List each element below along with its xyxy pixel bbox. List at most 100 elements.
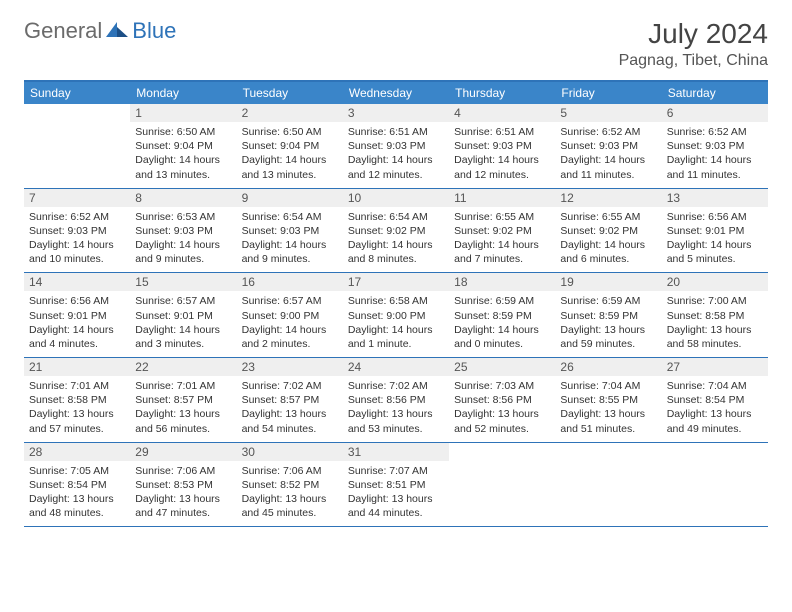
- sunset-text: Sunset: 9:02 PM: [348, 224, 444, 238]
- sunset-text: Sunset: 8:56 PM: [348, 393, 444, 407]
- logo-mark-icon: [104, 19, 130, 44]
- day-number: 17: [343, 273, 449, 291]
- day-content: Sunrise: 7:07 AMSunset: 8:51 PMDaylight:…: [343, 461, 449, 527]
- daylight-text: Daylight: 14 hours and 10 minutes.: [29, 238, 125, 266]
- day-number: 5: [555, 104, 661, 122]
- sunrise-text: Sunrise: 7:04 AM: [560, 379, 656, 393]
- day-content: Sunrise: 6:59 AMSunset: 8:59 PMDaylight:…: [555, 291, 661, 357]
- day-cell: 13Sunrise: 6:56 AMSunset: 9:01 PMDayligh…: [662, 189, 768, 273]
- day-content: Sunrise: 6:51 AMSunset: 9:03 PMDaylight:…: [343, 122, 449, 188]
- daylight-text: Daylight: 13 hours and 51 minutes.: [560, 407, 656, 435]
- day-number: 4: [449, 104, 555, 122]
- day-number: 21: [24, 358, 130, 376]
- sunset-text: Sunset: 9:03 PM: [667, 139, 763, 153]
- sunrise-text: Sunrise: 6:56 AM: [29, 294, 125, 308]
- sunrise-text: Sunrise: 6:54 AM: [242, 210, 338, 224]
- sunset-text: Sunset: 9:04 PM: [135, 139, 231, 153]
- sunset-text: Sunset: 9:00 PM: [348, 309, 444, 323]
- sunset-text: Sunset: 9:00 PM: [242, 309, 338, 323]
- day-cell: 17Sunrise: 6:58 AMSunset: 9:00 PMDayligh…: [343, 273, 449, 357]
- sunrise-text: Sunrise: 6:50 AM: [242, 125, 338, 139]
- sunrise-text: Sunrise: 7:07 AM: [348, 464, 444, 478]
- day-cell: [24, 104, 130, 188]
- sunrise-text: Sunrise: 6:52 AM: [560, 125, 656, 139]
- daylight-text: Daylight: 13 hours and 54 minutes.: [242, 407, 338, 435]
- day-content: Sunrise: 6:57 AMSunset: 9:00 PMDaylight:…: [237, 291, 343, 357]
- logo-text-general: General: [24, 18, 102, 44]
- week-row: 1Sunrise: 6:50 AMSunset: 9:04 PMDaylight…: [24, 104, 768, 189]
- day-cell: 3Sunrise: 6:51 AMSunset: 9:03 PMDaylight…: [343, 104, 449, 188]
- day-cell: 26Sunrise: 7:04 AMSunset: 8:55 PMDayligh…: [555, 358, 661, 442]
- day-number: 27: [662, 358, 768, 376]
- day-cell: 31Sunrise: 7:07 AMSunset: 8:51 PMDayligh…: [343, 443, 449, 527]
- day-cell: 30Sunrise: 7:06 AMSunset: 8:52 PMDayligh…: [237, 443, 343, 527]
- day-number: 28: [24, 443, 130, 461]
- daylight-text: Daylight: 13 hours and 49 minutes.: [667, 407, 763, 435]
- daylight-text: Daylight: 14 hours and 12 minutes.: [348, 153, 444, 181]
- sunset-text: Sunset: 9:02 PM: [454, 224, 550, 238]
- calendar: SundayMondayTuesdayWednesdayThursdayFrid…: [24, 80, 768, 527]
- day-number: 9: [237, 189, 343, 207]
- sunrise-text: Sunrise: 7:05 AM: [29, 464, 125, 478]
- daylight-text: Daylight: 14 hours and 6 minutes.: [560, 238, 656, 266]
- daylight-text: Daylight: 14 hours and 7 minutes.: [454, 238, 550, 266]
- sunset-text: Sunset: 8:57 PM: [135, 393, 231, 407]
- sunset-text: Sunset: 9:04 PM: [242, 139, 338, 153]
- daylight-text: Daylight: 14 hours and 12 minutes.: [454, 153, 550, 181]
- week-row: 28Sunrise: 7:05 AMSunset: 8:54 PMDayligh…: [24, 443, 768, 528]
- sunset-text: Sunset: 8:55 PM: [560, 393, 656, 407]
- day-cell: 10Sunrise: 6:54 AMSunset: 9:02 PMDayligh…: [343, 189, 449, 273]
- dow-cell: Tuesday: [237, 82, 343, 104]
- day-content: Sunrise: 6:55 AMSunset: 9:02 PMDaylight:…: [449, 207, 555, 273]
- daylight-text: Daylight: 13 hours and 47 minutes.: [135, 492, 231, 520]
- day-number: 24: [343, 358, 449, 376]
- day-number: 18: [449, 273, 555, 291]
- sunset-text: Sunset: 8:56 PM: [454, 393, 550, 407]
- day-number: 15: [130, 273, 236, 291]
- day-cell: 4 Sunrise: 6:51 AMSunset: 9:03 PMDaylight…: [449, 104, 555, 188]
- day-cell: 8Sunrise: 6:53 AMSunset: 9:03 PMDaylight…: [130, 189, 236, 273]
- sunset-text: Sunset: 9:03 PM: [242, 224, 338, 238]
- sunrise-text: Sunrise: 7:01 AM: [29, 379, 125, 393]
- day-cell: 21Sunrise: 7:01 AMSunset: 8:58 PMDayligh…: [24, 358, 130, 442]
- day-content: Sunrise: 6:50 AMSunset: 9:04 PMDaylight:…: [237, 122, 343, 188]
- day-number: 14: [24, 273, 130, 291]
- sunset-text: Sunset: 9:03 PM: [29, 224, 125, 238]
- day-content: Sunrise: 6:56 AMSunset: 9:01 PMDaylight:…: [662, 207, 768, 273]
- day-content: Sunrise: 6:59 AMSunset: 8:59 PMDaylight:…: [449, 291, 555, 357]
- sunrise-text: Sunrise: 6:59 AM: [560, 294, 656, 308]
- day-number: 31: [343, 443, 449, 461]
- sunrise-text: Sunrise: 6:55 AM: [454, 210, 550, 224]
- day-content: Sunrise: 7:02 AMSunset: 8:56 PMDaylight:…: [343, 376, 449, 442]
- daylight-text: Daylight: 13 hours and 57 minutes.: [29, 407, 125, 435]
- sunrise-text: Sunrise: 6:50 AM: [135, 125, 231, 139]
- daylight-text: Daylight: 14 hours and 2 minutes.: [242, 323, 338, 351]
- sunset-text: Sunset: 9:03 PM: [454, 139, 550, 153]
- sunrise-text: Sunrise: 6:51 AM: [454, 125, 550, 139]
- day-number: 8: [130, 189, 236, 207]
- weeks-container: 1Sunrise: 6:50 AMSunset: 9:04 PMDaylight…: [24, 104, 768, 527]
- day-number: 30: [237, 443, 343, 461]
- day-content: Sunrise: 6:57 AMSunset: 9:01 PMDaylight:…: [130, 291, 236, 357]
- sunset-text: Sunset: 8:57 PM: [242, 393, 338, 407]
- day-cell: 11Sunrise: 6:55 AMSunset: 9:02 PMDayligh…: [449, 189, 555, 273]
- sunrise-text: Sunrise: 6:51 AM: [348, 125, 444, 139]
- day-content: Sunrise: 6:58 AMSunset: 9:00 PMDaylight:…: [343, 291, 449, 357]
- day-number: 2: [237, 104, 343, 122]
- sunrise-text: Sunrise: 6:57 AM: [242, 294, 338, 308]
- day-cell: 20Sunrise: 7:00 AMSunset: 8:58 PMDayligh…: [662, 273, 768, 357]
- day-cell: 16Sunrise: 6:57 AMSunset: 9:00 PMDayligh…: [237, 273, 343, 357]
- day-cell: 24Sunrise: 7:02 AMSunset: 8:56 PMDayligh…: [343, 358, 449, 442]
- day-content: Sunrise: 6:56 AMSunset: 9:01 PMDaylight:…: [24, 291, 130, 357]
- daylight-text: Daylight: 14 hours and 4 minutes.: [29, 323, 125, 351]
- daylight-text: Daylight: 13 hours and 53 minutes.: [348, 407, 444, 435]
- day-number: 1: [130, 104, 236, 122]
- daylight-text: Daylight: 13 hours and 44 minutes.: [348, 492, 444, 520]
- sunset-text: Sunset: 8:51 PM: [348, 478, 444, 492]
- day-content: Sunrise: 7:01 AMSunset: 8:57 PMDaylight:…: [130, 376, 236, 442]
- day-cell: 23Sunrise: 7:02 AMSunset: 8:57 PMDayligh…: [237, 358, 343, 442]
- sunset-text: Sunset: 8:52 PM: [242, 478, 338, 492]
- day-number: 11: [449, 189, 555, 207]
- sunrise-text: Sunrise: 6:55 AM: [560, 210, 656, 224]
- sunset-text: Sunset: 8:59 PM: [454, 309, 550, 323]
